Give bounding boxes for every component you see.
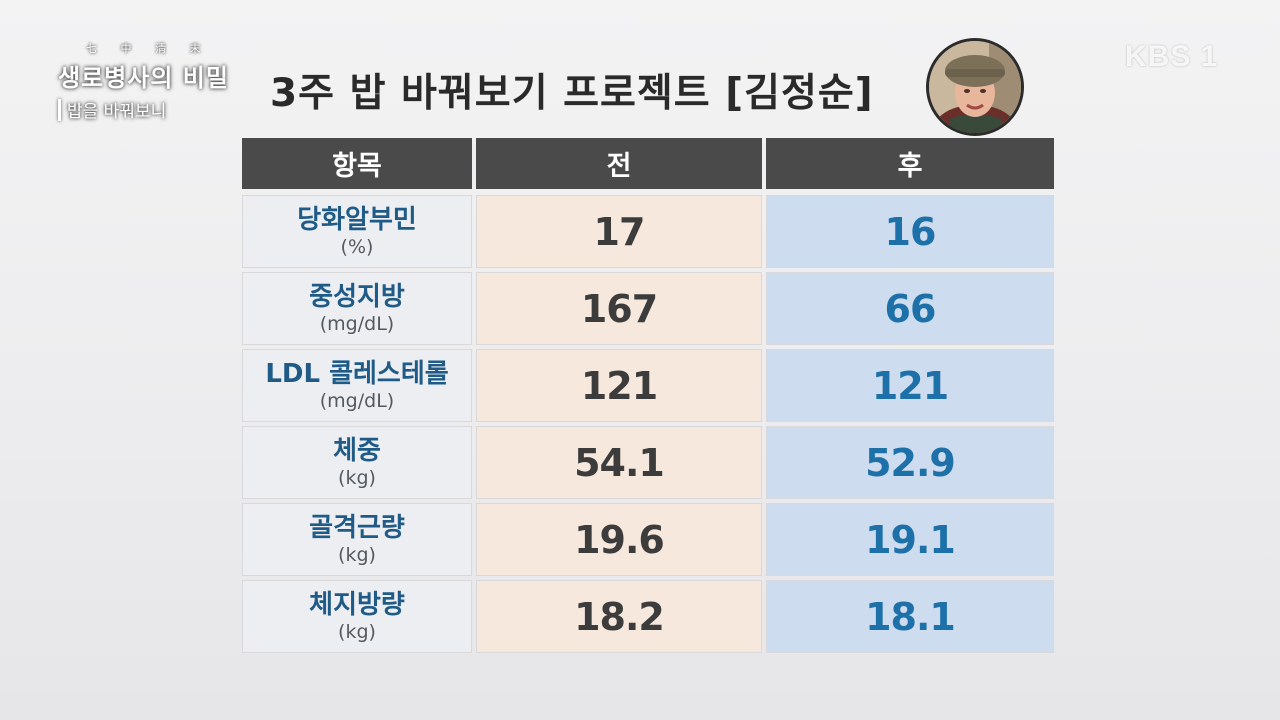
before-cell: 121 (476, 349, 762, 422)
after-value: 19.1 (865, 517, 956, 562)
item-unit: (mg/dL) (319, 312, 395, 335)
after-value: 66 (884, 286, 937, 331)
before-value: 18.2 (574, 594, 665, 639)
before-cell: 19.6 (476, 503, 762, 576)
after-cell: 52.9 (766, 426, 1054, 499)
before-value: 19.6 (574, 517, 665, 562)
table-row: LDL 콜레스테롤 (mg/dL) 121 121 (242, 349, 1054, 422)
before-cell: 17 (476, 195, 762, 268)
table-row: 중성지방 (mg/dL) 167 66 (242, 272, 1054, 345)
person-portrait (926, 38, 1024, 136)
before-cell: 167 (476, 272, 762, 345)
after-value: 18.1 (865, 594, 956, 639)
table-row: 당화알부민 (%) 17 16 (242, 195, 1054, 268)
page-title: 3주 밥 바꿔보기 프로젝트 [김정순] (270, 71, 874, 116)
program-logo-title: 생로병사의 비밀 (58, 63, 229, 92)
item-name: 당화알부민 (297, 204, 417, 235)
item-cell: 당화알부민 (%) (242, 195, 472, 268)
before-cell: 54.1 (476, 426, 762, 499)
table-header-row: 항목 전 후 (242, 138, 1054, 189)
after-value: 121 (871, 363, 949, 408)
program-logo-subtitle: 밥을 바꿔보니 (67, 102, 167, 122)
before-value: 167 (580, 286, 658, 331)
after-cell: 19.1 (766, 503, 1054, 576)
table-row: 골격근량 (kg) 19.6 19.1 (242, 503, 1054, 576)
program-logo-subtitle-wrap: 밥을 바꿔보니 (58, 97, 268, 122)
portrait-image (929, 41, 1021, 133)
item-cell: 중성지방 (mg/dL) (242, 272, 472, 345)
after-cell: 121 (766, 349, 1054, 422)
item-name: 체중 (333, 435, 381, 466)
comparison-table: 항목 전 후 당화알부민 (%) 17 16 중성지방 (mg/dL) 167 … (242, 138, 1054, 657)
item-unit: (kg) (338, 620, 376, 643)
table-row: 체지방량 (kg) 18.2 18.1 (242, 580, 1054, 653)
item-name: 중성지방 (309, 281, 405, 312)
item-name: 체지방량 (309, 589, 405, 620)
item-cell: 골격근량 (kg) (242, 503, 472, 576)
item-cell: 체지방량 (kg) (242, 580, 472, 653)
after-cell: 66 (766, 272, 1054, 345)
before-value: 121 (580, 363, 658, 408)
item-unit: (mg/dL) (319, 389, 395, 412)
program-logo: 七 中 淸 末 생로병사의 비밀 밥을 바꿔보니 (58, 40, 268, 122)
item-unit: (%) (340, 235, 374, 258)
item-cell: LDL 콜레스테롤 (mg/dL) (242, 349, 472, 422)
broadcaster-logo: KBS 1 (1125, 40, 1219, 73)
after-cell: 16 (766, 195, 1054, 268)
after-value: 16 (884, 209, 937, 254)
before-cell: 18.2 (476, 580, 762, 653)
item-unit: (kg) (338, 466, 376, 489)
after-cell: 18.1 (766, 580, 1054, 653)
header-item: 항목 (242, 138, 472, 189)
logo-divider (58, 98, 61, 121)
table-row: 체중 (kg) 54.1 52.9 (242, 426, 1054, 499)
program-logo-top-text: 七 中 淸 末 (86, 42, 211, 55)
header-after: 후 (766, 138, 1054, 189)
before-value: 17 (593, 209, 646, 254)
item-unit: (kg) (338, 543, 376, 566)
item-cell: 체중 (kg) (242, 426, 472, 499)
header-before: 전 (476, 138, 762, 189)
item-name: 골격근량 (309, 512, 405, 543)
item-name: LDL 콜레스테롤 (265, 358, 449, 389)
after-value: 52.9 (865, 440, 956, 485)
before-value: 54.1 (574, 440, 665, 485)
